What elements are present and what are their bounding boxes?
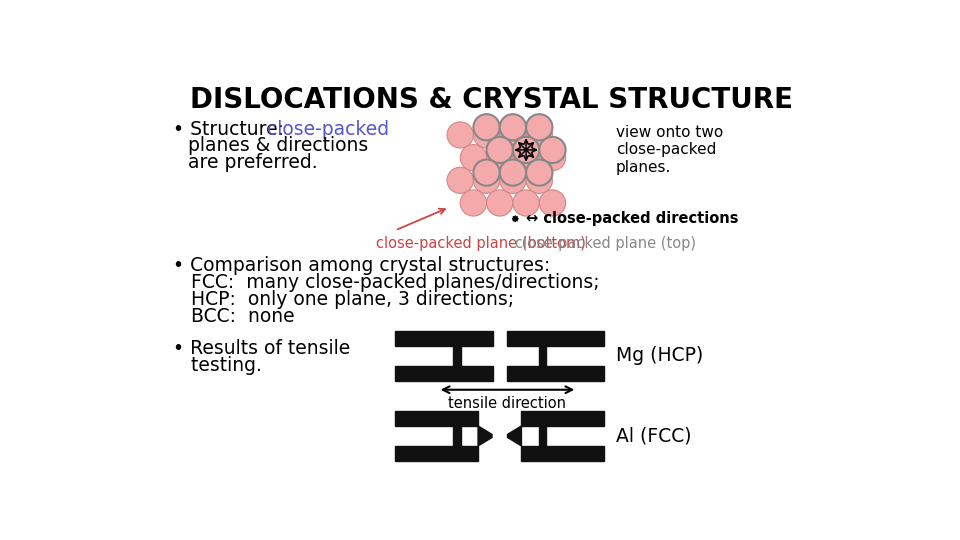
Circle shape xyxy=(401,353,408,359)
Circle shape xyxy=(526,159,552,186)
Circle shape xyxy=(487,137,513,163)
Text: are preferred.: are preferred. xyxy=(188,153,318,172)
Polygon shape xyxy=(521,411,605,461)
Circle shape xyxy=(540,137,565,163)
Polygon shape xyxy=(396,411,478,461)
Circle shape xyxy=(500,114,526,140)
Text: testing.: testing. xyxy=(173,356,261,375)
Text: BCC:  none: BCC: none xyxy=(173,307,295,326)
Circle shape xyxy=(460,145,487,171)
Text: Mg (HCP): Mg (HCP) xyxy=(616,346,704,366)
Text: ↔ close-packed directions: ↔ close-packed directions xyxy=(526,211,738,226)
Circle shape xyxy=(447,122,473,148)
Circle shape xyxy=(540,190,565,216)
Circle shape xyxy=(500,159,526,186)
Polygon shape xyxy=(507,331,605,381)
Circle shape xyxy=(540,145,565,171)
Circle shape xyxy=(473,167,500,193)
Polygon shape xyxy=(396,331,492,381)
Circle shape xyxy=(473,122,500,148)
Circle shape xyxy=(487,190,513,216)
Text: tensile direction: tensile direction xyxy=(448,396,566,411)
Text: Al (FCC): Al (FCC) xyxy=(616,427,691,446)
Circle shape xyxy=(526,122,552,148)
Circle shape xyxy=(401,433,408,439)
Circle shape xyxy=(500,167,526,193)
Circle shape xyxy=(526,167,552,193)
Circle shape xyxy=(487,145,513,171)
Text: DISLOCATIONS & CRYSTAL STRUCTURE: DISLOCATIONS & CRYSTAL STRUCTURE xyxy=(190,86,794,114)
Circle shape xyxy=(473,159,500,186)
Text: view onto two
close-packed
planes.: view onto two close-packed planes. xyxy=(616,125,723,174)
Text: close-packed plane (top): close-packed plane (top) xyxy=(516,236,696,251)
Text: • Results of tensile: • Results of tensile xyxy=(173,339,350,358)
Circle shape xyxy=(513,190,540,216)
Text: close-packed plane (bottom): close-packed plane (bottom) xyxy=(375,236,586,251)
Text: • Structure:: • Structure: xyxy=(173,120,296,139)
Circle shape xyxy=(513,137,540,163)
Polygon shape xyxy=(478,426,492,446)
Circle shape xyxy=(526,114,552,140)
Circle shape xyxy=(473,114,500,140)
Text: planes & directions: planes & directions xyxy=(188,137,369,156)
Circle shape xyxy=(460,190,487,216)
Text: • Comparison among crystal structures:: • Comparison among crystal structures: xyxy=(173,256,550,275)
Text: close-packed: close-packed xyxy=(267,120,390,139)
Circle shape xyxy=(500,122,526,148)
Circle shape xyxy=(447,167,473,193)
Text: HCP:  only one plane, 3 directions;: HCP: only one plane, 3 directions; xyxy=(173,289,514,309)
Text: FCC:  many close-packed planes/directions;: FCC: many close-packed planes/directions… xyxy=(173,273,599,292)
Polygon shape xyxy=(508,426,521,446)
Circle shape xyxy=(513,145,540,171)
